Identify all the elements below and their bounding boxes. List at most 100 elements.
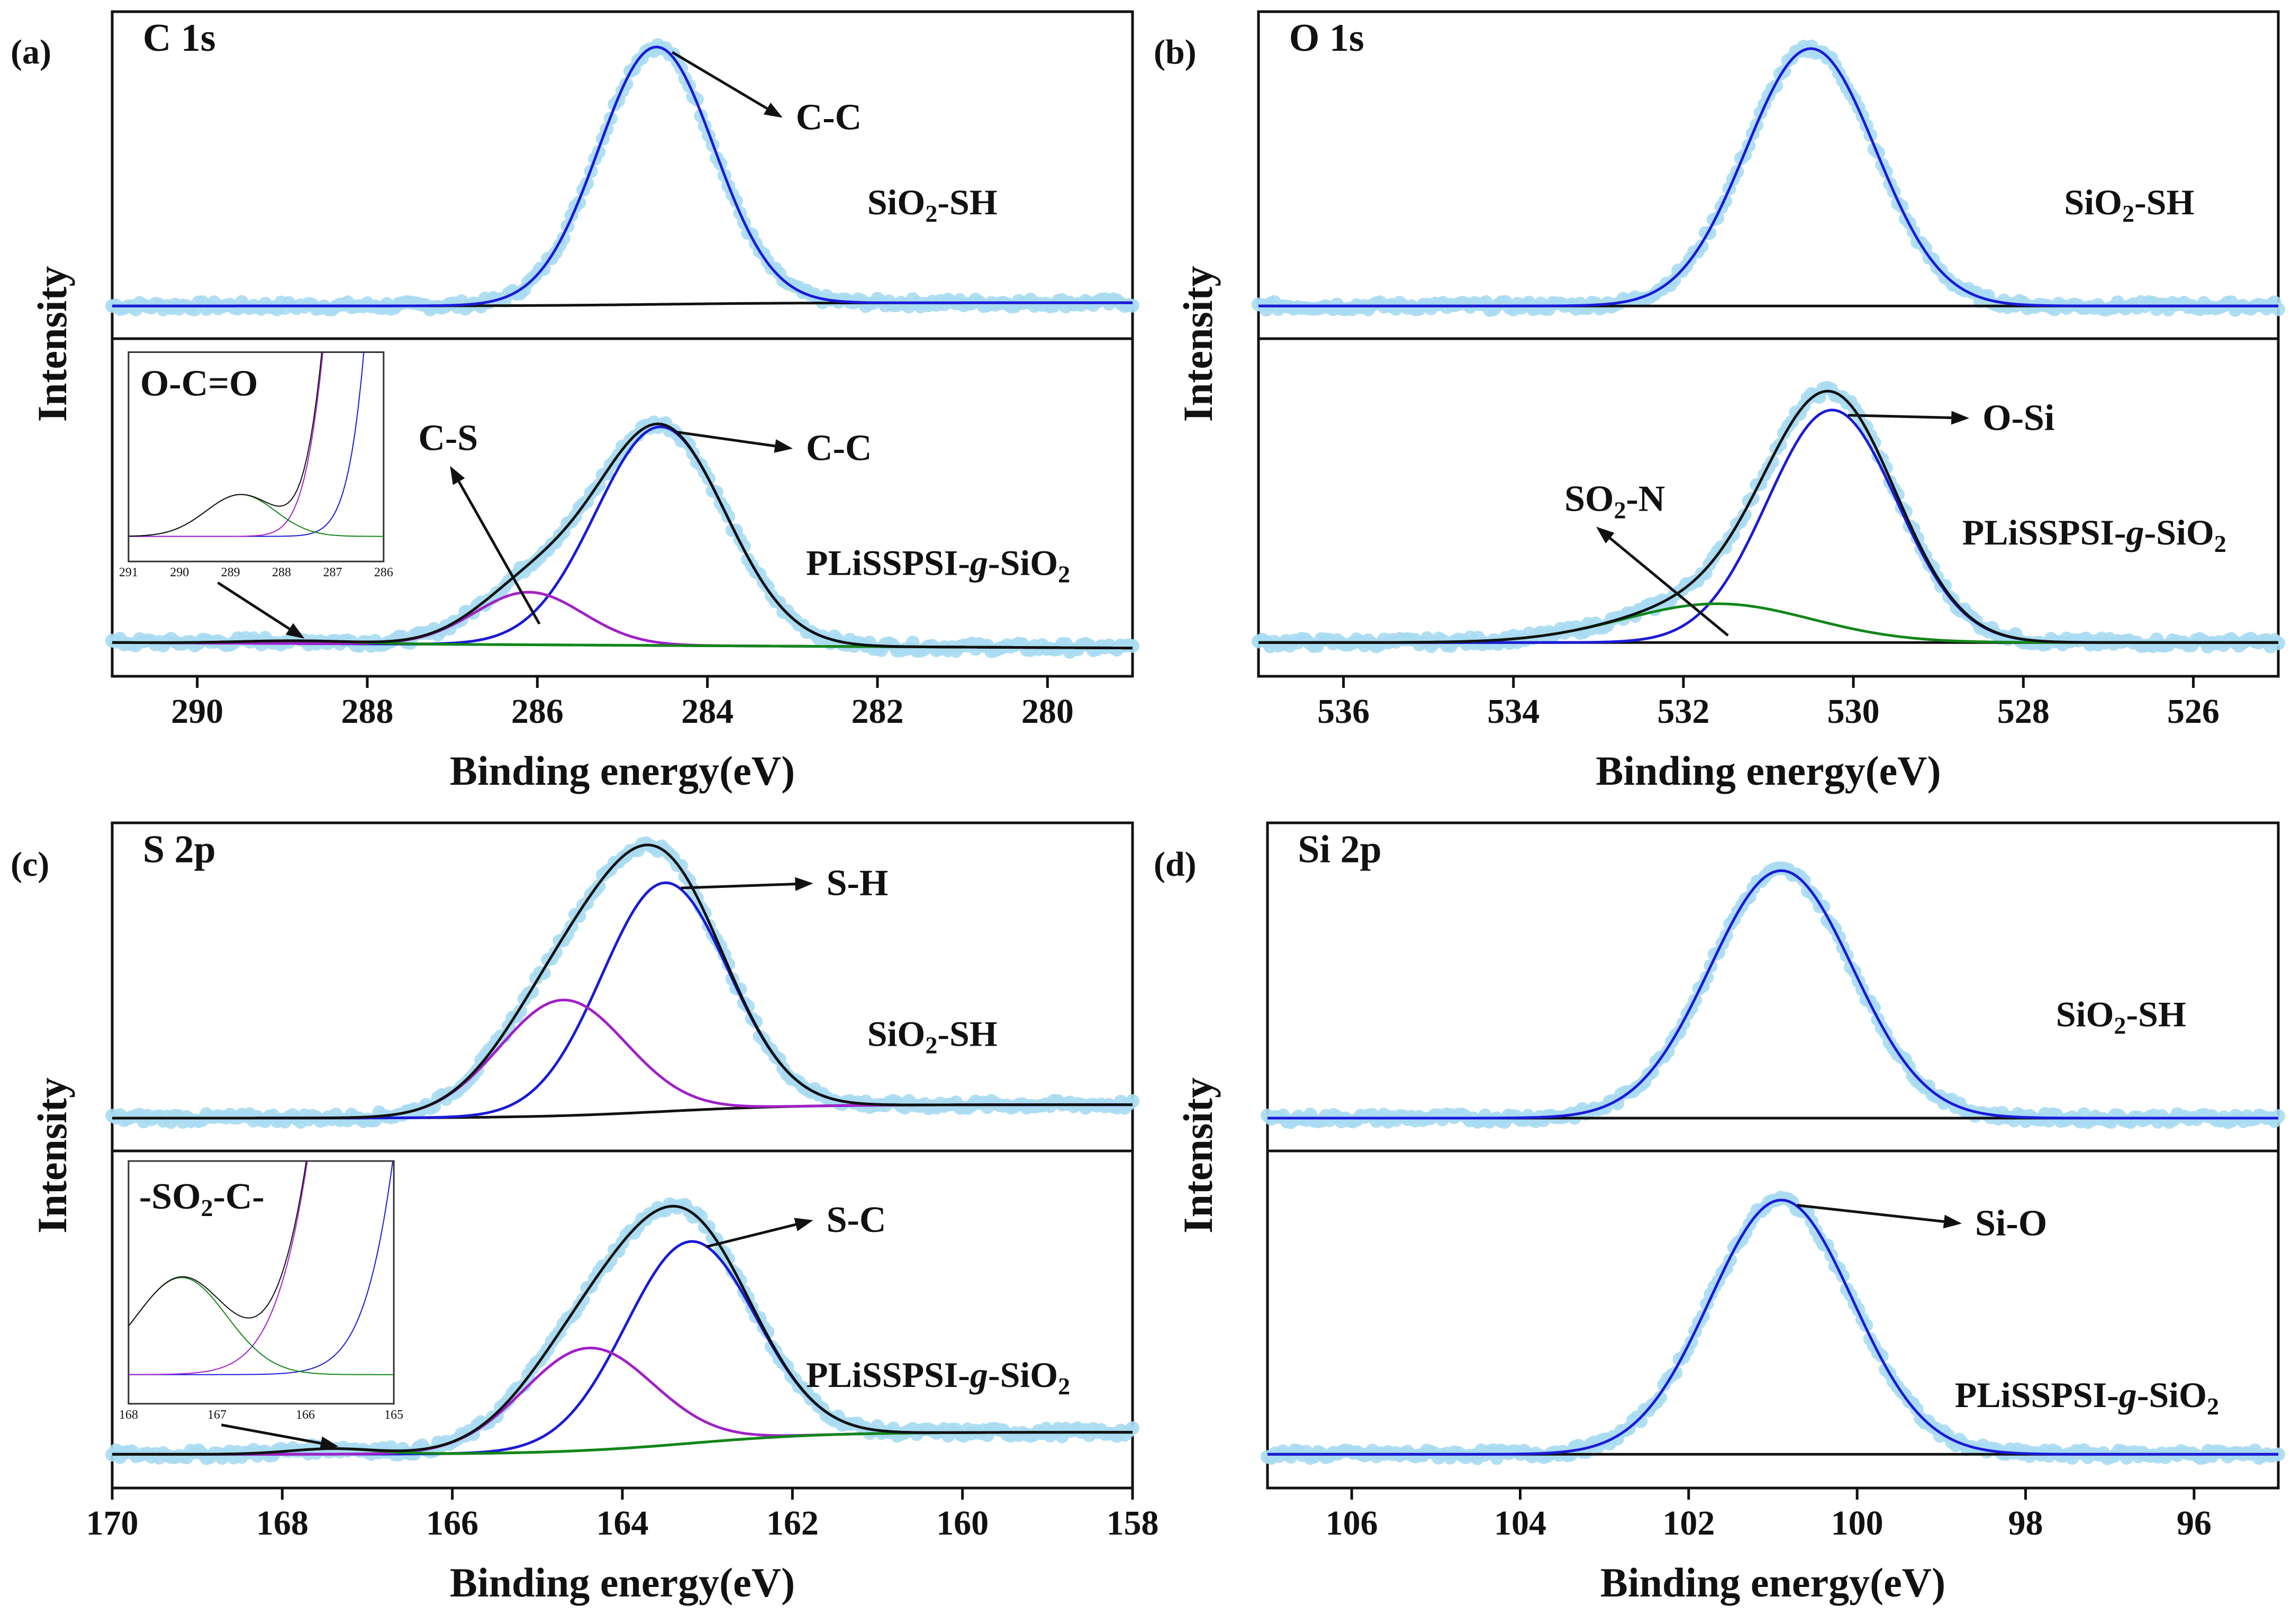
- annotation-arrow: [1596, 527, 1729, 637]
- inset: 291 290 289 288 287 286 O-C=O: [119, 351, 393, 579]
- annotation-arrow-shaft: [1797, 1204, 1944, 1223]
- inset-pointer-arrow: [217, 581, 305, 639]
- inset-peak: [128, 352, 324, 537]
- x-tick-label: 282: [852, 692, 904, 731]
- x-tick-label: 170: [86, 1504, 139, 1543]
- subplot-1: PLiSSPSI-g-SiO2 S-C 168 167 166 165 -SO2-C-: [105, 1160, 1139, 1465]
- envelope-line: [112, 1204, 1133, 1456]
- inset-pointer-arrow: [221, 1423, 339, 1450]
- raw-point: [2271, 302, 2285, 316]
- x-tick-label: 162: [766, 1504, 819, 1543]
- annotation-arrow-shaft: [671, 51, 768, 110]
- x-tick-label: 164: [596, 1504, 649, 1543]
- annotation-arrow-head: [1596, 527, 1615, 544]
- subplot-0: SiO2-SH C-C: [105, 38, 1139, 317]
- sample-label: PLiSSPSI-g-SiO2: [1962, 512, 2226, 557]
- annotation-arrow-shaft: [1609, 537, 1729, 637]
- inset-pointer-arrow-shaft: [221, 1423, 321, 1445]
- annotation-arrow-shaft: [457, 480, 541, 625]
- peak-si-2p: [1267, 869, 2278, 1120]
- annotation-arrow-head: [794, 1218, 813, 1231]
- peak-annotation-label: C-C: [806, 428, 872, 469]
- raw-point: [1797, 874, 1811, 888]
- core-level-label: S 2p: [143, 828, 216, 871]
- annotation-arrow-head: [774, 439, 793, 453]
- x-tick-label: 280: [1021, 692, 1074, 731]
- inset-tick-label: 165: [384, 1408, 403, 1422]
- x-tick-label: 160: [936, 1504, 989, 1543]
- subplot-0: SiO2-SH: [1252, 39, 2285, 317]
- annotation-arrow-shaft: [681, 883, 795, 890]
- annotation-arrow-shaft: [1848, 414, 1952, 419]
- x-tick-label: 166: [426, 1504, 478, 1543]
- inset-frame: [128, 351, 385, 562]
- annotation-arrow: [1797, 1204, 1962, 1229]
- inset-tick-label: 168: [119, 1408, 138, 1422]
- x-axis-title: Binding energy(eV): [1596, 748, 1941, 794]
- subplot-1: PLiSSPSI-g-SiO2 C-C C-S 291 290 289 288 287 286 O…: [105, 351, 1139, 659]
- x-tick-label: 530: [1827, 692, 1880, 731]
- raw-data-points: [105, 38, 1139, 317]
- envelope-line: [112, 422, 1133, 650]
- annotation-arrow-head: [450, 466, 465, 485]
- peak-annotation-label: SO2-N: [1564, 478, 1665, 523]
- subplot-0: SiO2-SH: [1261, 861, 2285, 1129]
- peak-o-1s: [1258, 47, 2278, 307]
- raw-data-points: [1252, 39, 2285, 317]
- x-tick-label: 168: [256, 1504, 309, 1543]
- peak-annotation-label: O-Si: [1982, 397, 2054, 438]
- inset-frame: [128, 1160, 395, 1405]
- x-tick-label: 532: [1657, 692, 1709, 731]
- subplot-0: SiO2-SH S-H: [105, 836, 1139, 1129]
- annotation-arrow-shaft: [705, 1223, 796, 1248]
- inset-pointer-arrow-head: [285, 623, 305, 639]
- inset: 168 167 166 165 -SO2-C-: [119, 1160, 403, 1422]
- inset-tick-label: 288: [272, 566, 291, 579]
- annotation-arrow: [671, 51, 783, 118]
- core-level-label: C 1s: [143, 16, 216, 60]
- subplot-1: PLiSSPSI-g-SiO2 O-Si SO2-N: [1252, 380, 2285, 654]
- y-axis-title: Intensity: [1175, 266, 1221, 422]
- y-axis-title: Intensity: [1175, 1077, 1221, 1233]
- raw-point: [2271, 1109, 2285, 1123]
- plot-frame: [1257, 10, 2280, 678]
- panel-letter: (d): [1154, 845, 1197, 884]
- annotation-arrow: [676, 431, 793, 453]
- plot-frame: [1266, 821, 2280, 1490]
- x-tick-label: 528: [1997, 692, 2050, 731]
- x-tick-label: 104: [1494, 1504, 1546, 1543]
- raw-data-points: [105, 836, 1139, 1129]
- peak-annotation-label: C-S: [418, 418, 478, 459]
- plot-frame: [111, 10, 1134, 678]
- inset-tick-label: 287: [323, 566, 342, 579]
- raw-point: [1653, 1391, 1667, 1405]
- core-level-label: O 1s: [1289, 16, 1364, 60]
- annotation-arrow: [705, 1218, 813, 1248]
- inset-tick-label: 291: [119, 566, 138, 579]
- inset-curves: [128, 1161, 394, 1375]
- x-tick-label: 106: [1326, 1504, 1378, 1543]
- annotation-arrow: [681, 877, 813, 891]
- peak-c-c: [112, 46, 1133, 307]
- y-axis-title: Intensity: [29, 266, 75, 422]
- x-tick-label: 536: [1317, 692, 1370, 731]
- inset-tick-label: 286: [374, 566, 393, 579]
- raw-point: [1634, 1414, 1648, 1428]
- inset-curves: [128, 352, 384, 537]
- sample-label: PLiSSPSI-g-SiO2: [1955, 1375, 2219, 1420]
- inset-tick-label: 167: [207, 1408, 227, 1422]
- inset-pointer-arrow-head: [319, 1436, 339, 1450]
- peak-annotation-label: Si-O: [1975, 1203, 2047, 1244]
- panel-letter: (b): [1154, 33, 1197, 71]
- panel-letter: (c): [11, 845, 49, 884]
- raw-point: [1126, 298, 1139, 313]
- annotation-arrow: [450, 466, 541, 625]
- x-axis-title: Binding energy(eV): [450, 748, 795, 794]
- panel-d: 106 104 102 100 98 96 Binding energy(eV) Intens…: [1154, 821, 2285, 1605]
- inset-peak: [128, 1161, 308, 1375]
- inset-tick-label: 290: [170, 566, 189, 579]
- sample-label: SiO2-SH: [2064, 182, 2194, 227]
- x-tick-label: 288: [341, 692, 394, 731]
- core-level-label: Si 2p: [1298, 828, 1381, 871]
